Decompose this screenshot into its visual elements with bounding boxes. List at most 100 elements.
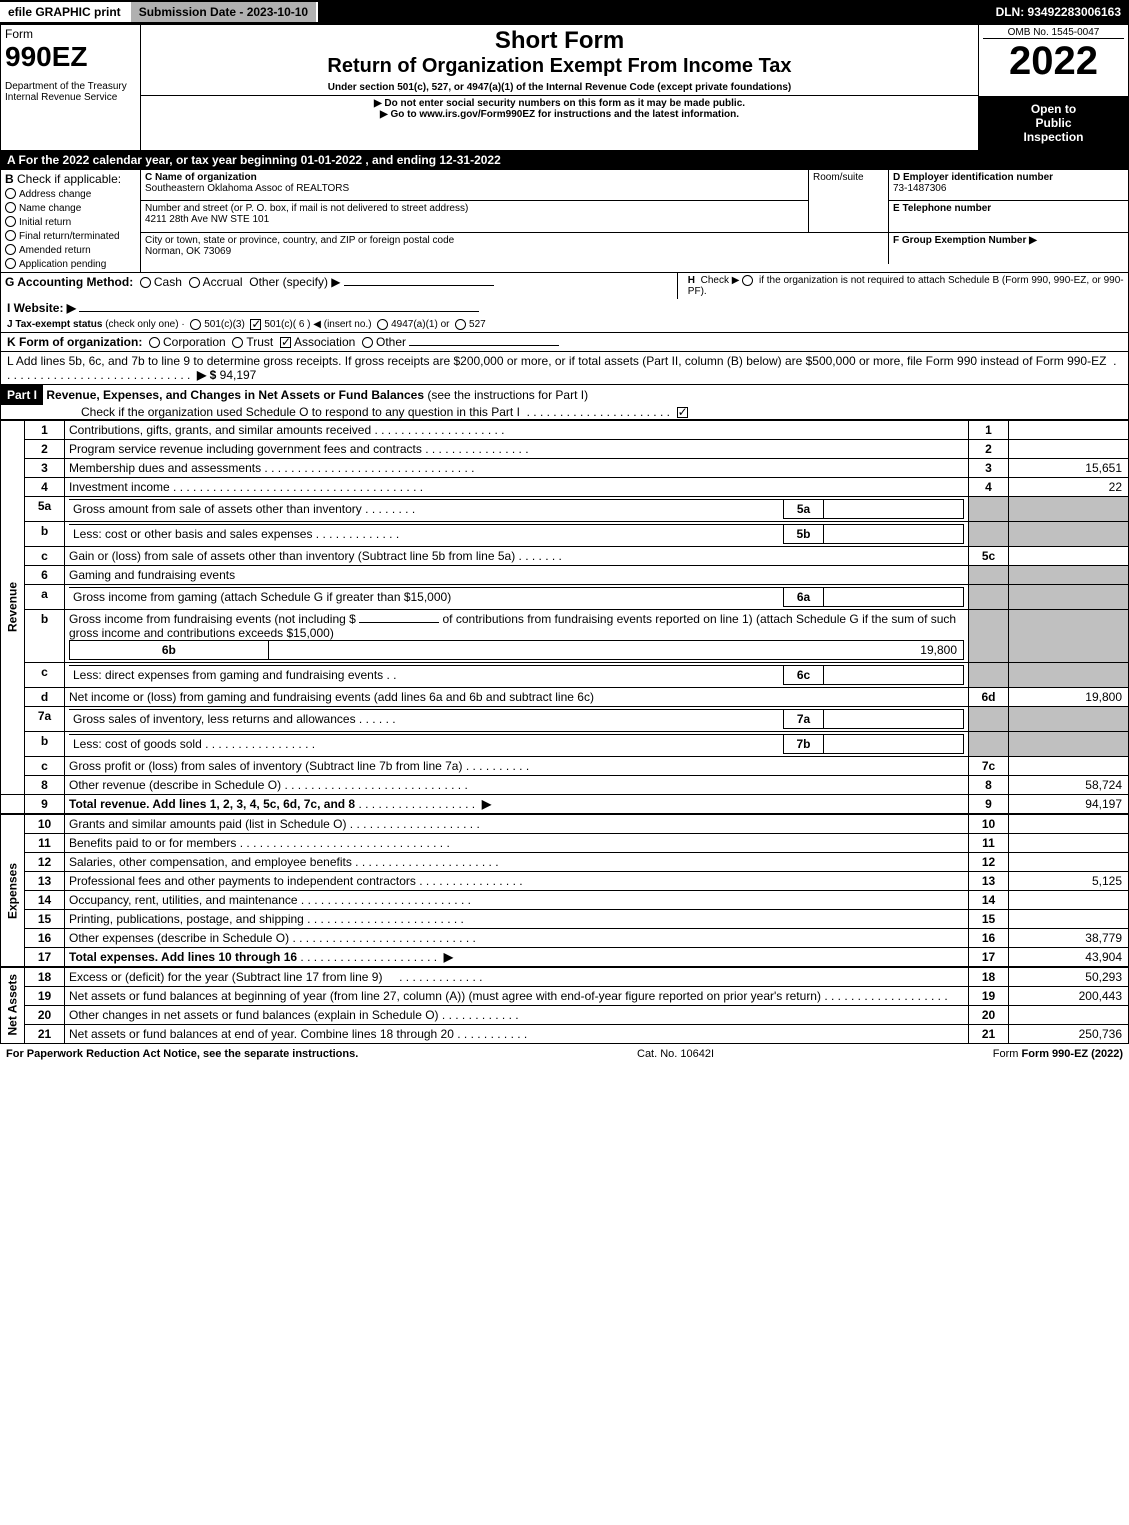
section-d-label: D Employer identification number bbox=[893, 172, 1124, 183]
527-radio[interactable] bbox=[455, 319, 466, 330]
l4-num: 4 bbox=[25, 477, 65, 496]
l15-rnum: 15 bbox=[969, 909, 1009, 928]
l11-text: Benefits paid to or for members . . . . … bbox=[65, 833, 969, 852]
section-k-label: K Form of organization: bbox=[7, 335, 142, 349]
l16-text: Other expenses (describe in Schedule O) … bbox=[65, 928, 969, 947]
website-input[interactable] bbox=[79, 311, 479, 312]
l6b-box-val: 19,800 bbox=[268, 640, 963, 659]
l3-value: 15,651 bbox=[1009, 458, 1129, 477]
l18-num: 18 bbox=[25, 967, 65, 987]
amended-checkbox[interactable] bbox=[5, 244, 16, 255]
l11-value bbox=[1009, 833, 1129, 852]
l17-num: 17 bbox=[25, 947, 65, 967]
name-change-checkbox[interactable] bbox=[5, 202, 16, 213]
section-l-text: L Add lines 5b, 6c, and 7b to line 9 to … bbox=[7, 354, 1106, 368]
corp-radio[interactable] bbox=[149, 337, 160, 348]
other-org-input[interactable] bbox=[409, 345, 559, 346]
section-b-label: B bbox=[5, 172, 14, 186]
other-specify-input[interactable] bbox=[344, 285, 494, 286]
h-check-text: Check ▶ bbox=[701, 275, 740, 286]
schedule-b-checkbox[interactable] bbox=[742, 275, 753, 286]
l6a-num: a bbox=[25, 584, 65, 609]
l6a-box-num: 6a bbox=[784, 587, 824, 606]
l11-rnum: 11 bbox=[969, 833, 1009, 852]
l20-rnum: 20 bbox=[969, 1005, 1009, 1024]
goto-link[interactable]: ▶ Go to www.irs.gov/Form990EZ for instru… bbox=[145, 109, 974, 120]
l5c-rnum: 5c bbox=[969, 546, 1009, 565]
l8-rnum: 8 bbox=[969, 775, 1009, 794]
assoc-radio[interactable] bbox=[280, 337, 291, 348]
l5b-num: b bbox=[25, 521, 65, 546]
l7a-rnum-grey bbox=[969, 706, 1009, 731]
l6b-box-num: 6b bbox=[70, 640, 269, 659]
l21-value: 250,736 bbox=[1009, 1024, 1129, 1043]
l2-text: Program service revenue including govern… bbox=[65, 439, 969, 458]
pending-checkbox[interactable] bbox=[5, 258, 16, 269]
short-form-title: Short Form bbox=[145, 27, 974, 55]
form-number: 990EZ bbox=[5, 41, 136, 73]
l6b-contributions-input[interactable] bbox=[359, 622, 439, 623]
open-public-1: Open to bbox=[985, 102, 1122, 116]
l12-value bbox=[1009, 852, 1129, 871]
l2-num: 2 bbox=[25, 439, 65, 458]
l5b-value-grey bbox=[1009, 521, 1129, 546]
dln: DLN: 93492283006163 bbox=[996, 5, 1129, 19]
l11-num: 11 bbox=[25, 833, 65, 852]
section-j-label: J Tax-exempt status bbox=[7, 319, 102, 330]
l10-text: Grants and similar amounts paid (list in… bbox=[65, 814, 969, 834]
l7a-box-num: 7a bbox=[784, 709, 824, 728]
l6b-rnum-grey bbox=[969, 609, 1009, 662]
schedule-o-checkbox[interactable] bbox=[677, 407, 688, 418]
efile-print-btn[interactable]: efile GRAPHIC print bbox=[0, 2, 131, 22]
l17-rnum: 17 bbox=[969, 947, 1009, 967]
l21-num: 21 bbox=[25, 1024, 65, 1043]
l18-rnum: 18 bbox=[969, 967, 1009, 987]
l6-rnum-grey bbox=[969, 565, 1009, 584]
l7b-box-val bbox=[824, 734, 964, 753]
l6c-num: c bbox=[25, 662, 65, 687]
form-no-footer: Form Form 990-EZ (2022) bbox=[993, 1048, 1123, 1060]
other-org-radio[interactable] bbox=[362, 337, 373, 348]
l6d-rnum: 6d bbox=[969, 687, 1009, 706]
check-applicable: Check if applicable: bbox=[17, 172, 121, 186]
section-g-label: G Accounting Method: bbox=[5, 275, 133, 289]
4947-radio[interactable] bbox=[377, 319, 388, 330]
l1-num: 1 bbox=[25, 420, 65, 439]
l18-value: 50,293 bbox=[1009, 967, 1129, 987]
l12-text: Salaries, other compensation, and employ… bbox=[65, 852, 969, 871]
org-name: Southeastern Oklahoma Assoc of REALTORS bbox=[145, 183, 804, 194]
l6b-value-grey bbox=[1009, 609, 1129, 662]
l5b-text: Less: cost or other basis and sales expe… bbox=[65, 521, 969, 546]
initial-return-checkbox[interactable] bbox=[5, 216, 16, 227]
gross-receipts-value: 94,197 bbox=[220, 368, 257, 382]
cash-radio[interactable] bbox=[140, 277, 151, 288]
501c-label: 501(c)( 6 ) ◀ (insert no.) bbox=[264, 319, 371, 330]
l14-text: Occupancy, rent, utilities, and maintena… bbox=[65, 890, 969, 909]
l5a-box-num: 5a bbox=[784, 499, 824, 518]
l14-num: 14 bbox=[25, 890, 65, 909]
final-return-checkbox[interactable] bbox=[5, 230, 16, 241]
part1-check-line: Check if the organization used Schedule … bbox=[81, 405, 520, 419]
l5c-value bbox=[1009, 546, 1129, 565]
l6a-text: Gross income from gaming (attach Schedul… bbox=[65, 584, 969, 609]
l10-num: 10 bbox=[25, 814, 65, 834]
cat-no: Cat. No. 10642I bbox=[637, 1048, 714, 1060]
other-org-label: Other bbox=[376, 335, 406, 349]
501c-radio[interactable] bbox=[250, 319, 261, 330]
l7b-box-num: 7b bbox=[784, 734, 824, 753]
trust-radio[interactable] bbox=[232, 337, 243, 348]
addr-change-checkbox[interactable] bbox=[5, 188, 16, 199]
revenue-side-label: Revenue bbox=[1, 420, 25, 794]
form-header: Form 990EZ Department of the Treasury In… bbox=[0, 24, 1129, 151]
return-title: Return of Organization Exempt From Incom… bbox=[145, 55, 974, 78]
assoc-label: Association bbox=[294, 335, 355, 349]
j-sub: (check only one) · bbox=[105, 319, 184, 330]
l13-text: Professional fees and other payments to … bbox=[65, 871, 969, 890]
501c3-radio[interactable] bbox=[190, 319, 201, 330]
accrual-radio[interactable] bbox=[189, 277, 200, 288]
name-change-label: Name change bbox=[19, 203, 81, 214]
l20-text: Other changes in net assets or fund bala… bbox=[65, 1005, 969, 1024]
l6d-text: Net income or (loss) from gaming and fun… bbox=[65, 687, 969, 706]
l6c-box-num: 6c bbox=[784, 665, 824, 684]
l7c-value bbox=[1009, 756, 1129, 775]
